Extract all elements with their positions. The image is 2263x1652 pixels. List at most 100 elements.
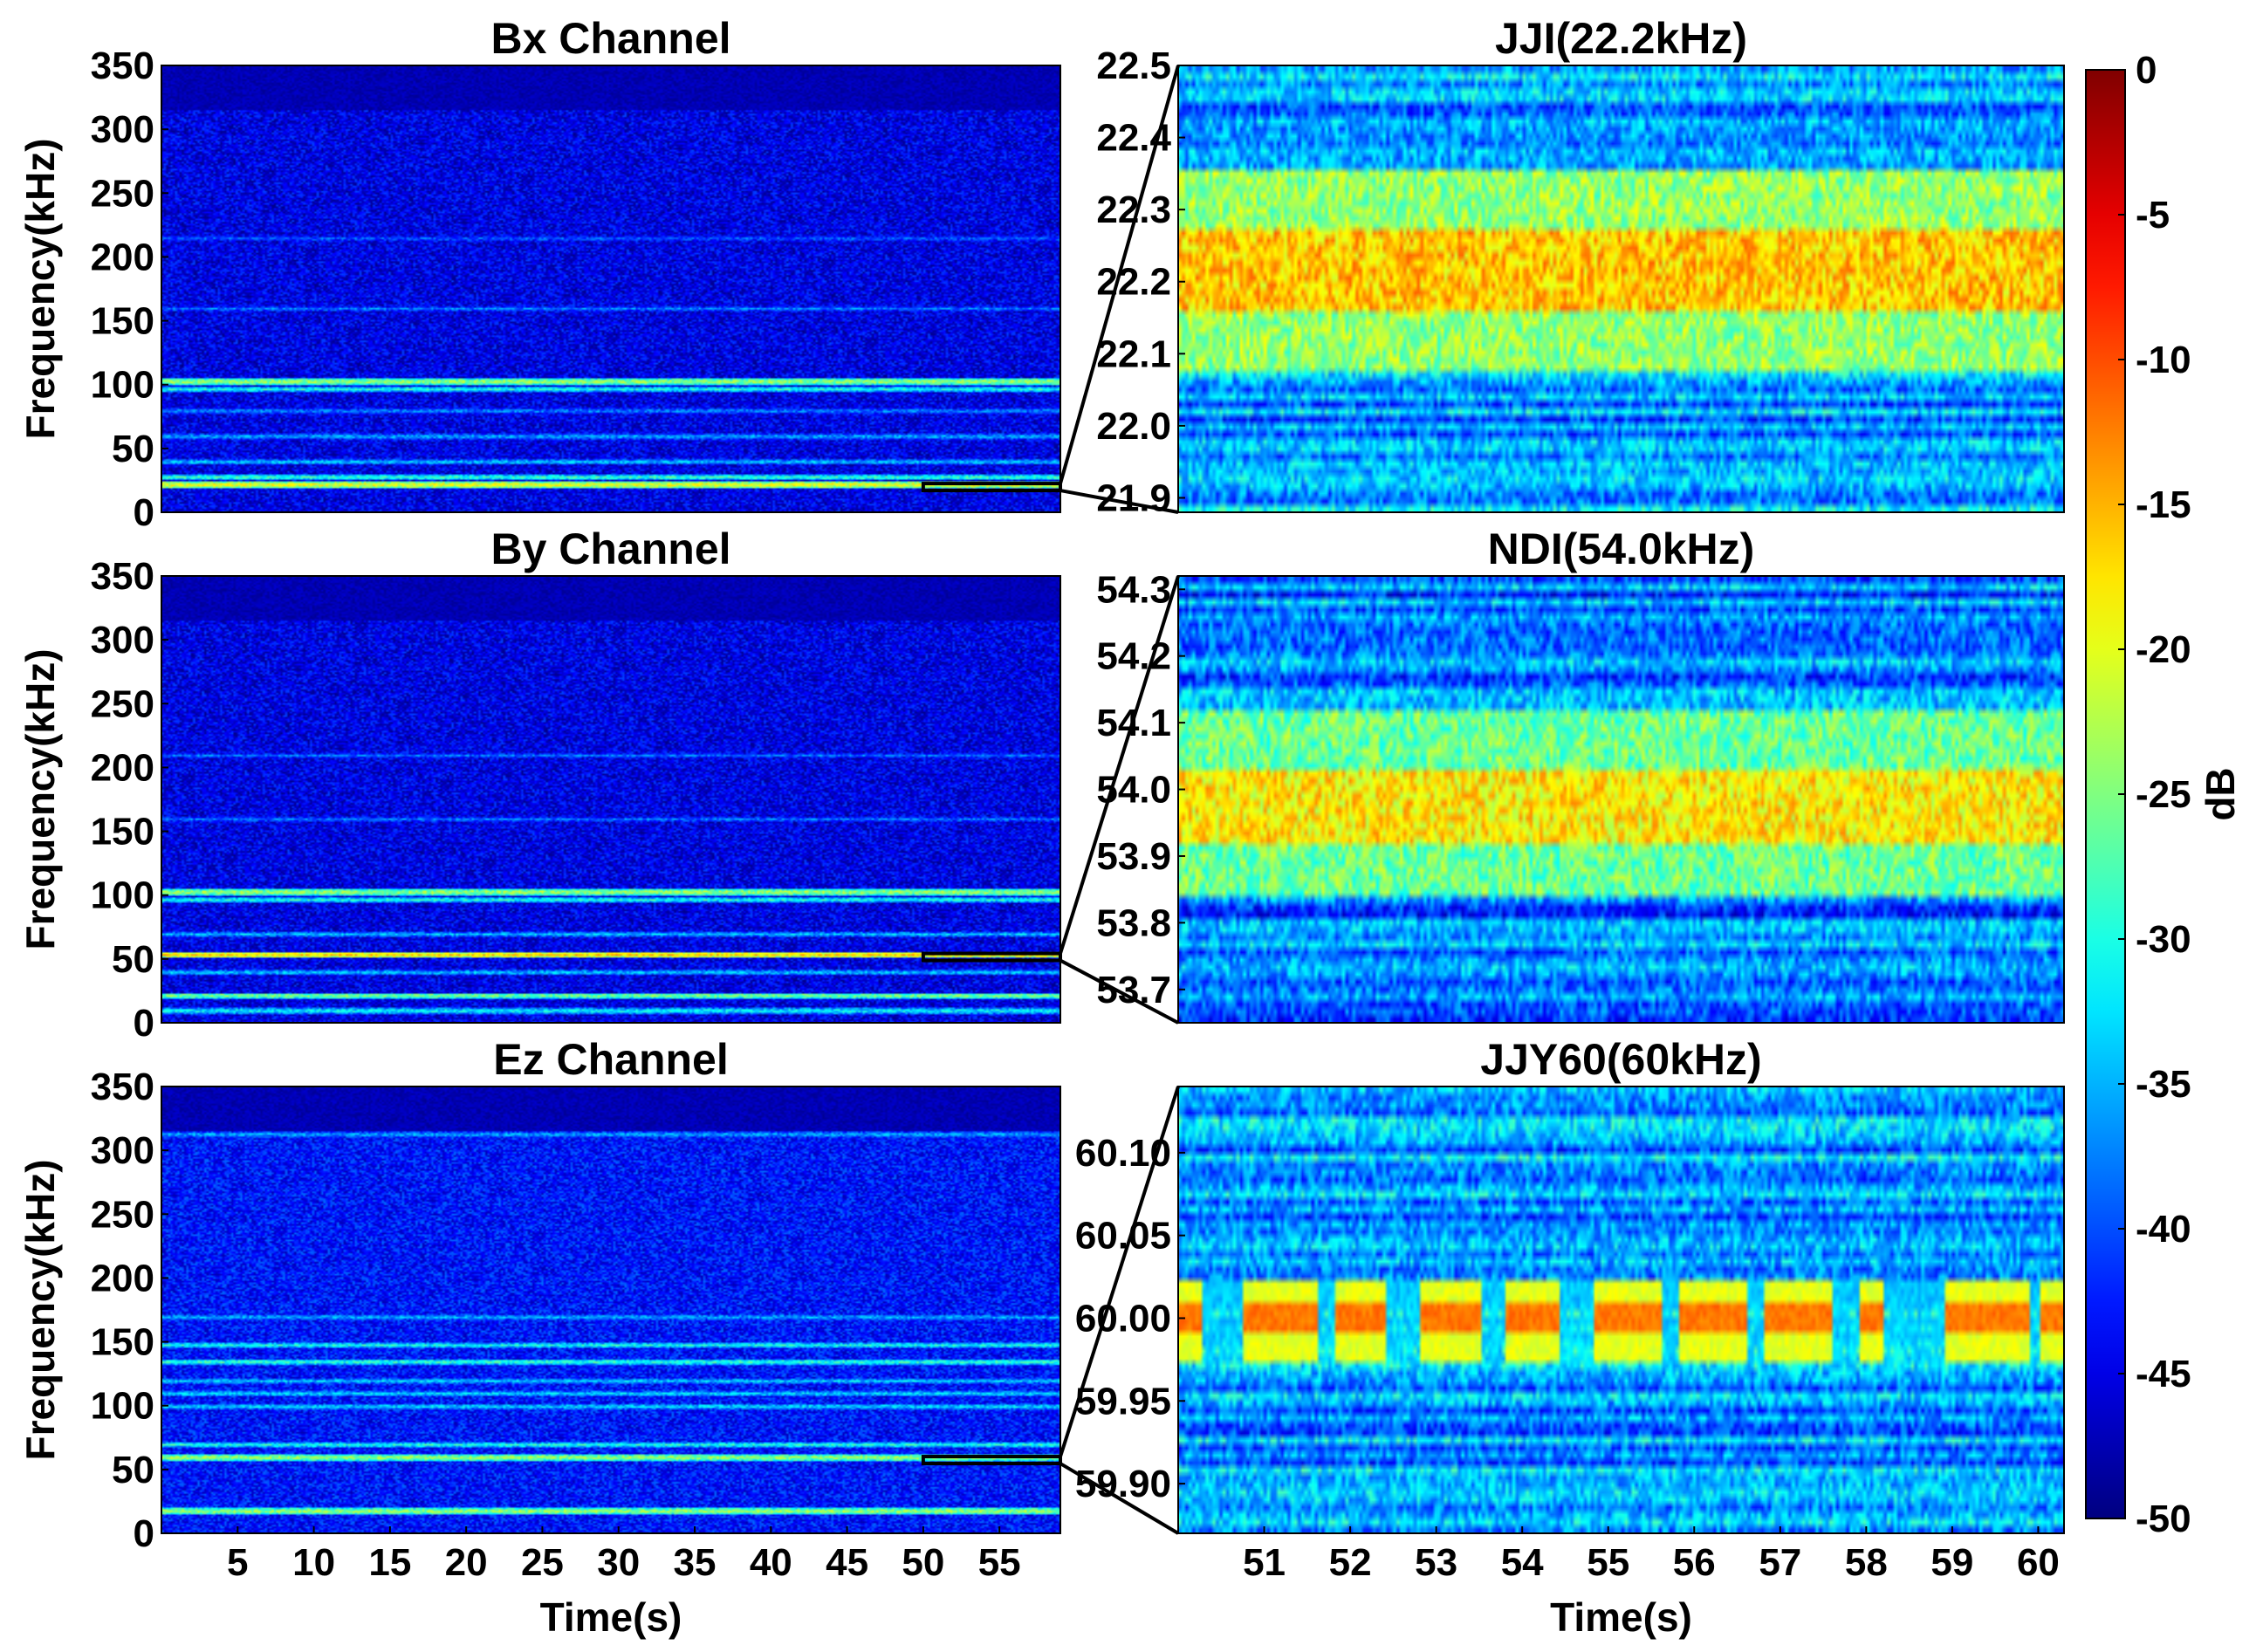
zoom-connector-top: [1059, 1086, 1180, 1457]
y-tick-label: 50: [112, 428, 154, 470]
jji-zoom-panel: JJI(22.2kHz)21.922.022.122.222.322.422.5: [1096, 14, 2065, 519]
x-tick-label: 57: [1759, 1541, 1801, 1584]
y-tick-label: 100: [91, 874, 154, 917]
colorbar-tick-label: -5: [2136, 194, 2170, 236]
y-tick-label: 60.00: [1075, 1297, 1171, 1340]
y-tick-label: 200: [91, 1257, 154, 1299]
panel-title: Ez Channel: [493, 1035, 728, 1084]
y-tick-label: 150: [91, 300, 154, 343]
x-tick-label: 15: [368, 1541, 411, 1584]
x-tick-label: 25: [521, 1541, 564, 1584]
colorbar: 0 -5 -10 -15 -20 -25 -30 -35 -40 -45 -50 dB: [2085, 49, 2243, 1540]
y-tick-label: 59.90: [1075, 1463, 1171, 1505]
x-tick-label: 53: [1415, 1541, 1457, 1584]
x-tick-label: 55: [1587, 1541, 1629, 1584]
ez-channel-panel: Ez Channel 0 50 100 150 200 250 300 350 5 10 15 20 25…: [17, 1035, 1062, 1640]
x-tick-label: 58: [1845, 1541, 1888, 1584]
y-tick-label: 200: [91, 746, 154, 789]
x-tick-label: 40: [750, 1541, 792, 1584]
plot-frame: [1177, 575, 2065, 1024]
plot-frame: [161, 65, 1061, 513]
zoom-region-box: [921, 482, 1062, 493]
panel-title: JJI(22.2kHz): [1495, 14, 1747, 63]
zoom-connector-top: [1059, 575, 1180, 955]
y-tick-label: 150: [91, 811, 154, 853]
spectrogram-image: [1178, 1086, 2064, 1533]
bx-channel-panel: Bx Channel 0 50 100 150 200 250 300 350 Frequency…: [17, 14, 1062, 534]
spectrogram-image: [1178, 65, 2064, 512]
x-tick-label: 60: [2017, 1541, 2060, 1584]
y-tick-label: 54.2: [1096, 635, 1171, 678]
plot-frame: [1177, 1086, 2065, 1534]
y-tick-label: 0: [134, 1512, 154, 1555]
y-axis-label: Frequency(kHz): [17, 648, 63, 949]
y-axis-label: Frequency(kHz): [17, 1159, 63, 1460]
y-tick-label: 22.5: [1096, 45, 1171, 87]
x-tick-label: 51: [1243, 1541, 1286, 1584]
x-tick-label: 56: [1673, 1541, 1716, 1584]
y-tick-label: 300: [91, 1129, 154, 1172]
y-tick-label: 100: [91, 364, 154, 407]
plot-frame: [161, 1086, 1061, 1534]
x-tick-label: 52: [1329, 1541, 1372, 1584]
x-tick-label: 5: [227, 1541, 248, 1584]
y-tick-label: 60.05: [1075, 1215, 1171, 1258]
panel-title: JJY60(60kHz): [1480, 1035, 1761, 1084]
colorbar-tick-label: -45: [2136, 1353, 2191, 1395]
by-channel-panel: By Channel 0 50 100 150 200 250 300 350 Frequency…: [17, 524, 1062, 1045]
y-tick-label: 54.3: [1096, 568, 1171, 611]
y-tick-label: 22.1: [1096, 332, 1171, 375]
plot-frame: [1177, 65, 2065, 513]
y-tick-label: 200: [91, 236, 154, 278]
x-tick-label: 54: [1501, 1541, 1544, 1584]
y-tick-label: 300: [91, 108, 154, 151]
zoom-connector-lines: [1059, 65, 1180, 1535]
colorbar-tick-label: -35: [2136, 1063, 2191, 1106]
panel-title: By Channel: [490, 524, 730, 573]
colorbar-tick-label: 0: [2136, 49, 2157, 92]
y-tick-label: 350: [91, 555, 154, 598]
y-tick-label: 59.95: [1075, 1380, 1171, 1422]
spectrogram-image: [161, 1086, 1060, 1533]
y-tick-label: 53.8: [1096, 901, 1171, 944]
y-tick-label: 150: [91, 1321, 154, 1364]
colorbar-tick-label: -40: [2136, 1208, 2191, 1251]
spectrogram-image: [161, 65, 1060, 512]
y-tick-label: 50: [112, 938, 154, 981]
colorbar-tick-label: -10: [2136, 339, 2191, 381]
x-tick-label: 55: [978, 1541, 1021, 1584]
x-axis-label: Time(s): [1550, 1594, 1692, 1640]
x-tick-label: 45: [826, 1541, 868, 1584]
y-tick-label: 350: [91, 1066, 154, 1108]
x-tick-label: 59: [1930, 1541, 1973, 1584]
colorbar-tick-label: -15: [2136, 483, 2191, 526]
plot-frame: [161, 575, 1061, 1024]
x-tick-label: 30: [597, 1541, 640, 1584]
x-axis-label: Time(s): [540, 1594, 682, 1640]
x-tick-label: 10: [292, 1541, 335, 1584]
zoom-connector-bottom: [1059, 958, 1179, 1025]
x-tick-label: 20: [445, 1541, 488, 1584]
ndi-zoom-panel: NDI(54.0kHz)53.753.853.954.054.154.254.3: [1096, 524, 2065, 1024]
y-tick-label: 22.0: [1096, 405, 1171, 448]
spectrogram-image: [1178, 576, 2064, 1023]
zoom-connector-bottom: [1059, 489, 1179, 514]
y-tick-label: 0: [134, 491, 154, 534]
x-tick-label: 50: [902, 1541, 944, 1584]
zoom-region-box: [921, 1455, 1062, 1466]
y-tick-label: 250: [91, 172, 154, 215]
y-tick-label: 100: [91, 1385, 154, 1428]
y-tick-label: 54.0: [1096, 769, 1171, 812]
y-tick-label: 250: [91, 1193, 154, 1236]
spectrogram-image: [161, 576, 1060, 1023]
zoom-connector-bottom: [1059, 1462, 1180, 1535]
colorbar-tick-label: -20: [2136, 628, 2191, 671]
y-tick-label: 50: [112, 1449, 154, 1491]
y-tick-label: 22.2: [1096, 261, 1171, 304]
y-tick-label: 350: [91, 45, 154, 87]
colorbar-tick-label: -25: [2136, 773, 2191, 816]
colorbar-tick-label: -30: [2136, 918, 2191, 961]
y-tick-label: 300: [91, 619, 154, 661]
